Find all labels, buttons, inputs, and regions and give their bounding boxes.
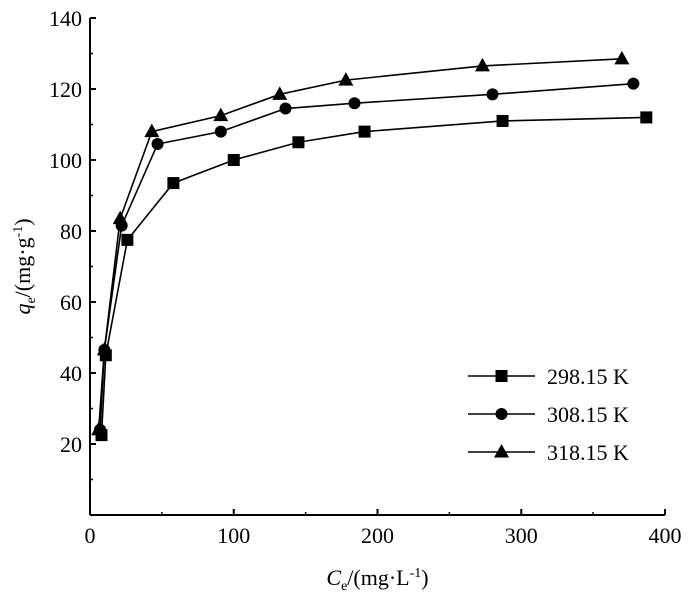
- legend-item: 308.15 K: [468, 402, 629, 427]
- data-point: [272, 86, 288, 100]
- y-tick-label: 40: [60, 361, 82, 386]
- series-layer: [91, 50, 653, 442]
- data-point: [627, 77, 640, 90]
- legend-label: 318.15 K: [547, 440, 629, 465]
- data-point: [151, 138, 164, 151]
- legend-item: 298.15 K: [468, 364, 629, 389]
- series-1: [95, 111, 653, 442]
- data-point: [214, 125, 227, 138]
- y-tick-label: 80: [60, 219, 82, 244]
- data-point: [96, 341, 112, 356]
- legend-label: 298.15 K: [547, 364, 629, 389]
- data-point: [348, 97, 361, 110]
- data-point: [91, 421, 107, 436]
- legend-marker: [494, 444, 509, 458]
- data-point: [358, 125, 371, 138]
- x-tick-label: 100: [217, 523, 250, 548]
- data-point: [144, 123, 160, 138]
- x-tick-label: 200: [361, 523, 394, 548]
- y-tick-label: 100: [49, 148, 82, 173]
- data-point: [474, 57, 490, 72]
- legend-label: 308.15 K: [547, 402, 629, 427]
- legend: 298.15 K 308.15 K 318.15 K: [468, 364, 629, 465]
- x-tick-label: 300: [505, 523, 538, 548]
- legend-item: 318.15 K: [468, 440, 629, 465]
- y-tick-label: 20: [60, 432, 82, 457]
- x-tick-label: 400: [649, 523, 682, 548]
- data-point: [167, 177, 180, 190]
- data-point: [338, 72, 354, 86]
- data-point: [640, 111, 653, 124]
- data-point: [486, 88, 499, 101]
- ticks: 0 100 200 300 400 20 40 60 80 100 120 140: [49, 6, 682, 548]
- data-point: [112, 210, 128, 225]
- data-point: [227, 154, 240, 166]
- series-3: [91, 50, 630, 436]
- x-tick-label: 0: [85, 523, 96, 548]
- data-point: [213, 107, 229, 122]
- data-point: [496, 114, 509, 127]
- axis-labels: Ce/(mg·L-1) qe/(mg·g-1): [10, 218, 429, 594]
- y-tick-label: 120: [49, 77, 82, 102]
- legend-marker: [495, 370, 508, 382]
- data-point: [614, 50, 630, 65]
- data-point: [292, 136, 305, 149]
- series-line: [97, 58, 622, 430]
- y-tick-label: 140: [49, 6, 82, 31]
- legend-marker: [495, 408, 508, 420]
- y-tick-label: 60: [60, 290, 82, 315]
- data-point: [121, 233, 134, 246]
- data-point: [279, 102, 292, 115]
- x-axis-label: Ce/(mg·L-1): [326, 565, 428, 594]
- y-axis-label: qe/(mg·g-1): [10, 218, 39, 314]
